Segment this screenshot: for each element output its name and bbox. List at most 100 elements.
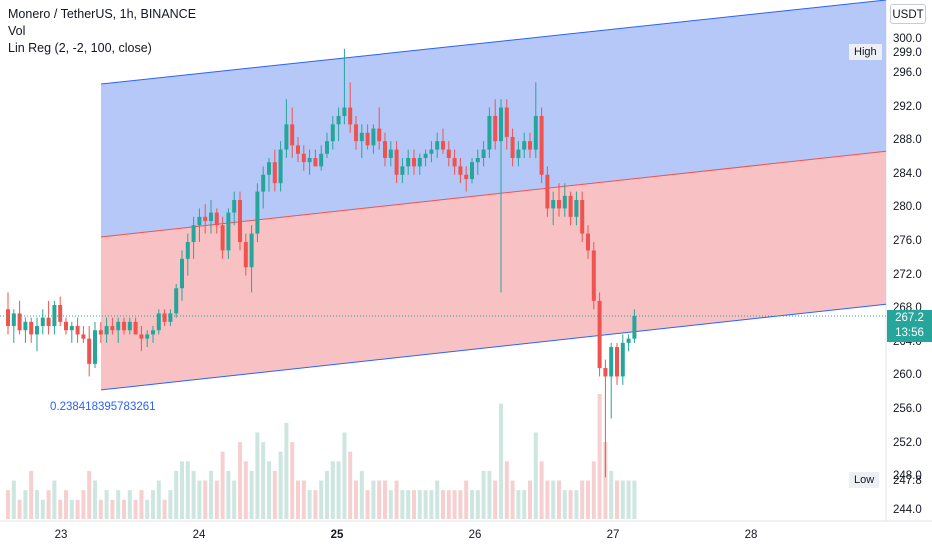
volume-bar [284, 422, 289, 519]
candle [110, 317, 115, 335]
volume-bar [29, 470, 34, 519]
candle-body [209, 212, 213, 222]
volume-bar [209, 470, 213, 519]
candle [145, 330, 150, 348]
candle-body [40, 317, 45, 327]
candle-body [533, 115, 538, 150]
candle [481, 141, 486, 167]
candle-body [267, 162, 271, 175]
candle [441, 128, 445, 154]
candle-body [487, 115, 492, 150]
volume-bar [313, 490, 318, 519]
candle [487, 107, 492, 158]
candle [330, 115, 335, 150]
volume-bar [388, 490, 393, 519]
volume-bar [238, 442, 242, 519]
volume-bar [330, 461, 335, 519]
candle [591, 242, 596, 310]
volume-bar [133, 499, 138, 519]
candle [220, 216, 225, 259]
volume-bar [504, 461, 509, 519]
volume-bar [632, 480, 637, 519]
candle [325, 132, 329, 158]
volume-bar [296, 480, 300, 519]
volume-bar [174, 470, 179, 519]
candle-body [539, 115, 544, 175]
last-price-value: 267.2 [895, 312, 924, 324]
candle-body [342, 107, 347, 116]
linreg-coefficient: 0.238418395783261 [50, 401, 156, 413]
candle [11, 309, 16, 343]
linreg-lower-band [101, 151, 886, 390]
low-label: Low [849, 472, 880, 488]
candle [580, 191, 585, 243]
candle [98, 321, 103, 343]
candle-body [504, 107, 509, 137]
candle [406, 149, 411, 175]
candle [342, 48, 347, 125]
candle [249, 225, 254, 293]
candle-body [87, 338, 92, 364]
volume-bar [69, 499, 74, 519]
symbol-title[interactable]: Monero / TetherUS, 1h, BINANCE [8, 7, 197, 21]
candle [475, 149, 480, 175]
candle-body [232, 199, 237, 213]
volume-bar [568, 490, 573, 519]
candle-body [197, 216, 202, 226]
candle-body [412, 157, 416, 167]
volume-bar [267, 461, 271, 519]
volume-bar [197, 480, 202, 519]
volume-bar [475, 490, 480, 519]
candle [180, 250, 184, 301]
volume-bar [319, 480, 324, 519]
candle [528, 132, 532, 158]
candle [458, 157, 463, 184]
volume-bar [510, 480, 515, 519]
volume-bar [40, 499, 45, 519]
candle-body [58, 305, 63, 322]
volume-bar [383, 480, 387, 519]
volume-indicator-label[interactable]: Vol [8, 24, 26, 38]
candle [40, 309, 45, 335]
volume-bar [551, 480, 556, 519]
price-tick-label: 260.0 [893, 369, 922, 382]
high-label: High [849, 44, 882, 60]
candle-body [580, 199, 585, 234]
candle [574, 191, 579, 226]
time-tick-label: 28 [744, 529, 758, 541]
volume-bar [139, 490, 144, 519]
candle [557, 183, 561, 217]
candle [545, 166, 550, 217]
candle [174, 284, 179, 318]
price-tick-label: 280.0 [893, 201, 922, 214]
candlestick-series [6, 48, 637, 478]
linreg-indicator-label[interactable]: Lin Reg (2, -2, 100, close) [8, 41, 152, 55]
candle [597, 292, 602, 377]
candle [261, 166, 266, 209]
candle [52, 300, 57, 335]
candle [371, 124, 376, 154]
candle [209, 199, 213, 234]
candle [69, 321, 74, 343]
currency-unit-button[interactable]: USDT [890, 4, 926, 24]
candle-body [307, 157, 312, 163]
candle [232, 191, 237, 226]
candle-body [64, 321, 68, 331]
volume-bar [597, 394, 602, 519]
volume-bar [609, 470, 614, 519]
candle [388, 141, 393, 167]
candle-body [510, 136, 515, 158]
candle-body [377, 128, 382, 142]
candle-body [156, 313, 161, 331]
volume-bar [214, 480, 219, 519]
volume-bar [87, 470, 92, 519]
candle-body [319, 153, 324, 167]
candle [551, 191, 556, 226]
candle-body [162, 313, 167, 322]
volume-bar [81, 490, 86, 519]
candle-body [371, 128, 376, 146]
volume-bar [615, 480, 619, 519]
candle-body [272, 162, 277, 184]
candle [400, 157, 405, 184]
